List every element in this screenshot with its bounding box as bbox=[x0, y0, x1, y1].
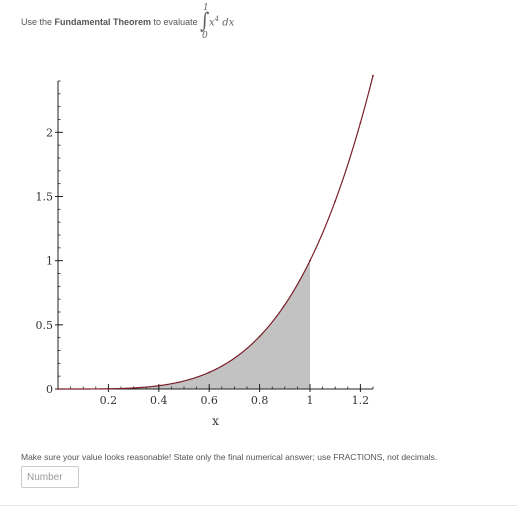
x-tick-label: 1.2 bbox=[352, 394, 370, 407]
data-point bbox=[57, 388, 59, 390]
plot-area: 0.2 0.4 0.6 0.8 1 1.2 0 0.5 1 1.5 2 x bbox=[36, 74, 374, 428]
x-tick-label: 1 bbox=[307, 394, 314, 407]
prompt-prefix: Use the bbox=[21, 17, 55, 27]
data-point bbox=[258, 335, 261, 338]
y-tick-label: 0.5 bbox=[36, 319, 54, 332]
integral-differential: dx bbox=[222, 17, 235, 29]
answer-instruction: Make sure your value looks reasonable! S… bbox=[21, 452, 438, 462]
prompt-bold-term: Fundamental Theorem bbox=[54, 17, 152, 27]
data-point bbox=[359, 121, 362, 124]
integral-upper-limit: 1 bbox=[203, 3, 209, 13]
data-point bbox=[372, 74, 374, 77]
answer-number-input[interactable] bbox=[21, 466, 79, 488]
data-point bbox=[334, 200, 337, 203]
chart: 0.2 0.4 0.6 0.8 1 1.2 0 0.5 1 1.5 2 x bbox=[36, 74, 374, 428]
x-tick-label: 0.6 bbox=[200, 394, 218, 407]
data-point bbox=[107, 387, 110, 390]
data-point bbox=[309, 259, 311, 262]
series-line-x4 bbox=[58, 75, 374, 390]
integral-lower-limit: 0 bbox=[202, 31, 208, 41]
x-tick-label: 0.4 bbox=[150, 394, 168, 407]
question-prompt: Use the Fundamental Theorem to evaluate bbox=[21, 16, 198, 28]
definite-integral: 1 ∫ 0 x4 dx bbox=[200, 3, 260, 43]
y-tick-label: 2 bbox=[46, 126, 53, 139]
integrand-base: x bbox=[209, 17, 215, 29]
shaded-area-region bbox=[58, 260, 310, 389]
prompt-suffix: to evaluate bbox=[151, 17, 198, 27]
y-tick-label: 1 bbox=[46, 255, 53, 268]
y-tick-label: 1.5 bbox=[36, 191, 54, 204]
data-point bbox=[157, 384, 160, 387]
x-tick-label: 0.2 bbox=[100, 394, 118, 407]
divider bbox=[0, 505, 517, 506]
x-tick-label: 0.8 bbox=[251, 394, 269, 407]
integrand-exponent: 4 bbox=[214, 15, 220, 23]
x-axis-label: x bbox=[212, 414, 219, 428]
data-point bbox=[208, 371, 211, 374]
y-tick-label: 0 bbox=[46, 383, 53, 396]
integral-sign-icon: ∫ bbox=[200, 8, 210, 35]
integrand: x4 dx bbox=[209, 15, 234, 28]
